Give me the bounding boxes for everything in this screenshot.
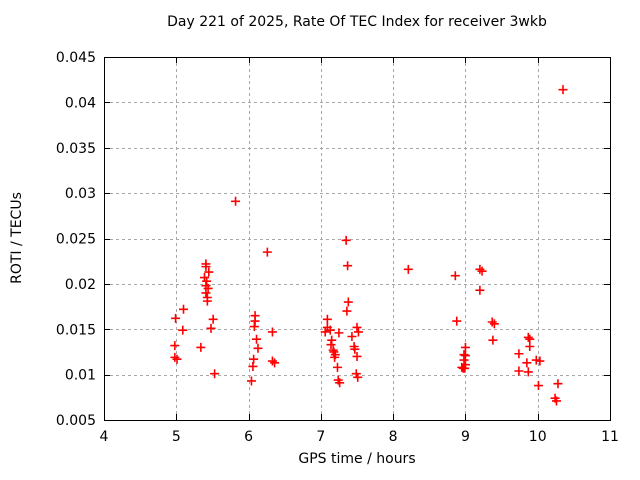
- data-point-plus-marker: [204, 267, 214, 277]
- data-point-plus-marker: [523, 332, 533, 342]
- data-point-plus-marker: [330, 350, 340, 360]
- x-tick-label: 7: [316, 429, 325, 445]
- data-point-plus-marker: [514, 366, 524, 376]
- data-point-plus-marker: [452, 316, 462, 326]
- data-point-plus-marker: [262, 247, 272, 257]
- data-point-plus-marker: [522, 358, 532, 368]
- data-point-plus-marker: [477, 266, 487, 276]
- data-point-plus-marker: [332, 362, 342, 372]
- data-points: [170, 85, 568, 406]
- data-point-plus-marker: [179, 304, 189, 314]
- data-point-plus-marker: [327, 335, 337, 345]
- data-point-plus-marker: [460, 342, 470, 352]
- data-point-plus-marker: [347, 332, 357, 342]
- data-point-plus-marker: [335, 378, 345, 388]
- data-point-plus-marker: [170, 341, 180, 351]
- data-point-plus-marker: [460, 360, 470, 370]
- data-point-plus-marker: [553, 379, 563, 389]
- data-point-plus-marker: [558, 85, 568, 95]
- data-point-plus-marker: [325, 325, 335, 335]
- data-point-plus-marker: [208, 314, 218, 324]
- x-tick-label: 11: [601, 429, 619, 445]
- data-point-plus-marker: [487, 317, 497, 327]
- chart-title: Day 221 of 2025, Rate Of TEC Index for r…: [167, 14, 547, 30]
- y-tick-label: 0.01: [65, 368, 96, 384]
- data-point-plus-marker: [459, 355, 469, 365]
- x-axis-label: GPS time / hours: [298, 451, 416, 467]
- data-point-plus-marker: [353, 327, 363, 337]
- data-point-plus-marker: [488, 335, 498, 345]
- data-point-plus-marker: [267, 327, 277, 337]
- data-point-plus-marker: [322, 314, 332, 324]
- y-tick-label: 0.03: [65, 186, 96, 202]
- data-point-plus-marker: [535, 356, 545, 366]
- data-point-plus-marker: [267, 356, 277, 366]
- data-point-plus-marker: [206, 323, 216, 333]
- data-point-plus-marker: [250, 316, 260, 326]
- data-point-plus-marker: [533, 381, 543, 391]
- data-point-plus-marker: [342, 306, 352, 316]
- tick-labels: 4 5 6 7 8 9 10 11 0.005 0.01 0.015 0.02 0.025 0.03 0.0…: [56, 50, 619, 445]
- data-point-plus-marker: [201, 288, 211, 298]
- x-tick-label: 10: [529, 429, 547, 445]
- grid-lines: [104, 57, 610, 420]
- data-point-plus-marker: [460, 351, 470, 361]
- data-point-plus-marker: [171, 313, 181, 323]
- data-point-plus-marker: [343, 261, 353, 271]
- data-point-plus-marker: [231, 196, 241, 206]
- y-tick-label: 0.045: [56, 50, 96, 66]
- data-point-plus-marker: [489, 319, 499, 329]
- data-point-plus-marker: [201, 262, 211, 272]
- data-point-plus-marker: [343, 297, 353, 307]
- data-point-plus-marker: [514, 349, 524, 359]
- data-point-plus-marker: [253, 343, 263, 353]
- data-point-plus-marker: [202, 276, 212, 286]
- data-point-plus-marker: [350, 344, 360, 354]
- data-point-plus-marker: [334, 328, 344, 338]
- data-point-plus-marker: [178, 325, 188, 335]
- data-point-plus-marker: [475, 264, 485, 274]
- y-tick-label: 0.04: [65, 95, 96, 111]
- data-point-plus-marker: [352, 351, 362, 361]
- x-tick-label: 6: [244, 429, 253, 445]
- data-point-plus-marker: [196, 342, 206, 352]
- x-tick-label: 4: [100, 429, 109, 445]
- data-point-plus-marker: [210, 369, 220, 379]
- axes-and-ticks: [104, 57, 611, 421]
- y-tick-label: 0.015: [56, 322, 96, 338]
- data-point-plus-marker: [252, 334, 262, 344]
- data-point-plus-marker: [246, 376, 256, 386]
- data-point-plus-marker: [552, 396, 562, 406]
- y-tick-label: 0.005: [56, 413, 96, 429]
- y-tick-label: 0.025: [56, 232, 96, 248]
- data-point-plus-marker: [172, 354, 182, 364]
- data-point-plus-marker: [203, 283, 213, 293]
- x-tick-label: 8: [389, 429, 398, 445]
- x-tick-label: 9: [461, 429, 470, 445]
- y-tick-label: 0.02: [65, 277, 96, 293]
- data-point-plus-marker: [320, 327, 330, 337]
- data-point-plus-marker: [270, 358, 280, 368]
- data-point-plus-marker: [475, 285, 485, 295]
- data-point-plus-marker: [523, 367, 533, 377]
- data-point-plus-marker: [202, 292, 212, 302]
- data-point-plus-marker: [525, 341, 535, 351]
- x-tick-label: 5: [172, 429, 181, 445]
- y-tick-label: 0.035: [56, 141, 96, 157]
- data-point-plus-marker: [341, 235, 351, 245]
- data-point-plus-marker: [352, 322, 362, 332]
- data-point-plus-marker: [403, 264, 413, 274]
- data-point-plus-marker: [170, 352, 180, 362]
- data-point-plus-marker: [450, 271, 460, 281]
- data-point-plus-marker: [353, 372, 363, 382]
- data-point-plus-marker: [249, 354, 259, 364]
